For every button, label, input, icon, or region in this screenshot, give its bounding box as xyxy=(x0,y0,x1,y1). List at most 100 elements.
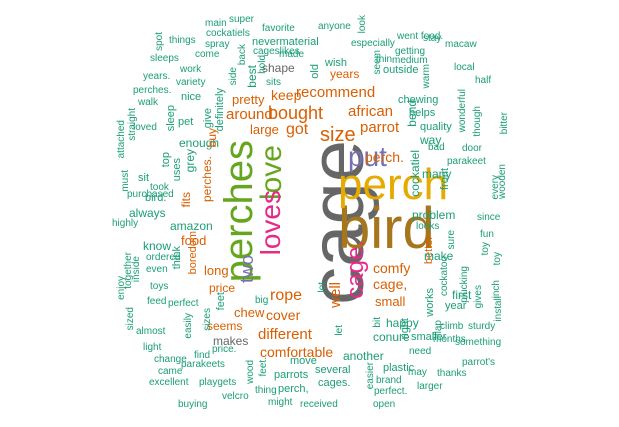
word-bad: bad xyxy=(428,142,445,153)
word-comfortable: comfortable xyxy=(260,344,334,360)
word-pretty: pretty xyxy=(232,92,265,107)
word-plastic: plastic xyxy=(383,362,415,374)
word-parrots: parrots xyxy=(274,369,309,381)
word-always: always xyxy=(129,206,166,220)
word-walk: walk xyxy=(138,97,159,108)
word-months: months xyxy=(433,334,466,345)
word-spot: spot xyxy=(154,32,165,51)
word-enough: enough xyxy=(179,136,220,150)
word-medium: medium xyxy=(392,55,428,66)
word-need: need xyxy=(409,346,432,357)
word-long: long xyxy=(204,263,229,278)
word-feed: feed xyxy=(147,296,167,307)
word-different: different xyxy=(258,326,312,343)
word-parrot: parrot xyxy=(360,119,400,136)
word-half: half xyxy=(475,75,492,86)
word-first: first xyxy=(452,288,472,302)
word-seems: seems xyxy=(207,319,243,333)
word-stay: stay xyxy=(423,33,442,44)
word-chewing: chewing xyxy=(398,94,439,106)
word-super: super xyxy=(229,14,255,25)
word-know: know xyxy=(143,239,172,253)
word-even: even xyxy=(146,264,168,275)
word-excellent: excellent xyxy=(149,377,189,388)
word-spray: spray xyxy=(205,39,230,50)
word-warm: warm xyxy=(421,64,432,89)
word-playgets: playgets xyxy=(199,377,237,388)
word-sleep: sleep xyxy=(165,105,177,132)
word-easier: easier xyxy=(365,362,376,390)
word-received: received xyxy=(300,399,338,410)
word-perch: perch, xyxy=(278,383,309,395)
word-since: since xyxy=(477,212,501,223)
word-every: every xyxy=(490,175,501,200)
word-years: years xyxy=(330,67,360,81)
word-grey: grey xyxy=(183,149,197,173)
word-sleeps: sleeps xyxy=(150,53,179,64)
word-open: open xyxy=(373,399,396,410)
word-toy: toy xyxy=(480,242,491,256)
word-let: let xyxy=(334,325,345,336)
word-buying: buying xyxy=(178,399,208,410)
word-fits: fits xyxy=(179,192,193,208)
word-sure: sure xyxy=(446,230,457,250)
word-around: around xyxy=(226,106,273,123)
word-feet: feet. xyxy=(258,357,269,377)
word-cover: cover xyxy=(266,307,301,323)
word-bitter: bitter xyxy=(499,112,510,135)
word-hold: hold xyxy=(257,55,268,74)
word-helps: helps xyxy=(409,107,436,119)
word-many: many xyxy=(422,167,452,181)
word-change: change xyxy=(154,354,187,365)
word-variety: variety xyxy=(176,77,206,88)
word-side: side xyxy=(228,67,239,86)
word-sizes: sizes xyxy=(202,308,213,331)
word-look: look xyxy=(357,15,368,34)
word-gives: gives xyxy=(473,285,484,309)
word-smaller: smaller xyxy=(411,331,447,343)
word-make: make xyxy=(424,249,454,263)
word-made: made xyxy=(279,49,305,60)
word-front: front xyxy=(439,168,451,191)
word-wood: wood xyxy=(245,360,256,384)
word-install: install xyxy=(493,296,504,322)
word-perfect: perfect. xyxy=(374,386,408,397)
word-velcro: velcro xyxy=(222,391,249,402)
word-things: things xyxy=(169,35,196,46)
word-cage: cage. xyxy=(342,240,369,299)
word-happy: happy xyxy=(386,316,419,330)
word-conure: conure xyxy=(373,330,410,344)
word-larger: larger xyxy=(417,381,443,392)
word-fun: fun xyxy=(480,229,494,240)
word-feet: feet xyxy=(215,292,227,311)
word-easily: easily xyxy=(183,313,194,339)
word-light: light xyxy=(143,342,162,353)
word-parrot-s: parrot's xyxy=(462,357,496,368)
word-amazon: amazon xyxy=(170,219,213,233)
word-chew: chew xyxy=(234,305,265,320)
word-perch: perch. xyxy=(365,149,404,165)
word-door: door xyxy=(462,143,483,154)
word-price: price xyxy=(209,281,236,295)
word-highly: highly xyxy=(112,218,139,229)
word-bit: bit xyxy=(372,317,383,328)
word-took: took xyxy=(150,182,169,193)
word-put: put xyxy=(348,141,387,172)
word-anyone: anyone xyxy=(318,21,351,32)
word-thin: thin xyxy=(376,54,393,65)
word-two: two xyxy=(237,255,257,284)
word-cockatoo: cockatoo xyxy=(439,256,450,297)
word-especially: especially xyxy=(351,38,395,49)
word-cockatiel: cockatiel xyxy=(408,150,422,197)
word-cage: cage, xyxy=(373,276,408,292)
word-favorite: favorite xyxy=(262,23,295,34)
word-pet: pet xyxy=(178,116,194,128)
word-lot: lot xyxy=(317,282,328,293)
word-uses: uses xyxy=(171,158,183,182)
word-think: think xyxy=(171,246,183,270)
word-may: may xyxy=(408,367,427,378)
word-outside: outside xyxy=(383,64,419,76)
word-parakeets: parakeets xyxy=(181,359,225,370)
word-give: give xyxy=(202,108,214,129)
word-straight: straight xyxy=(127,108,138,141)
